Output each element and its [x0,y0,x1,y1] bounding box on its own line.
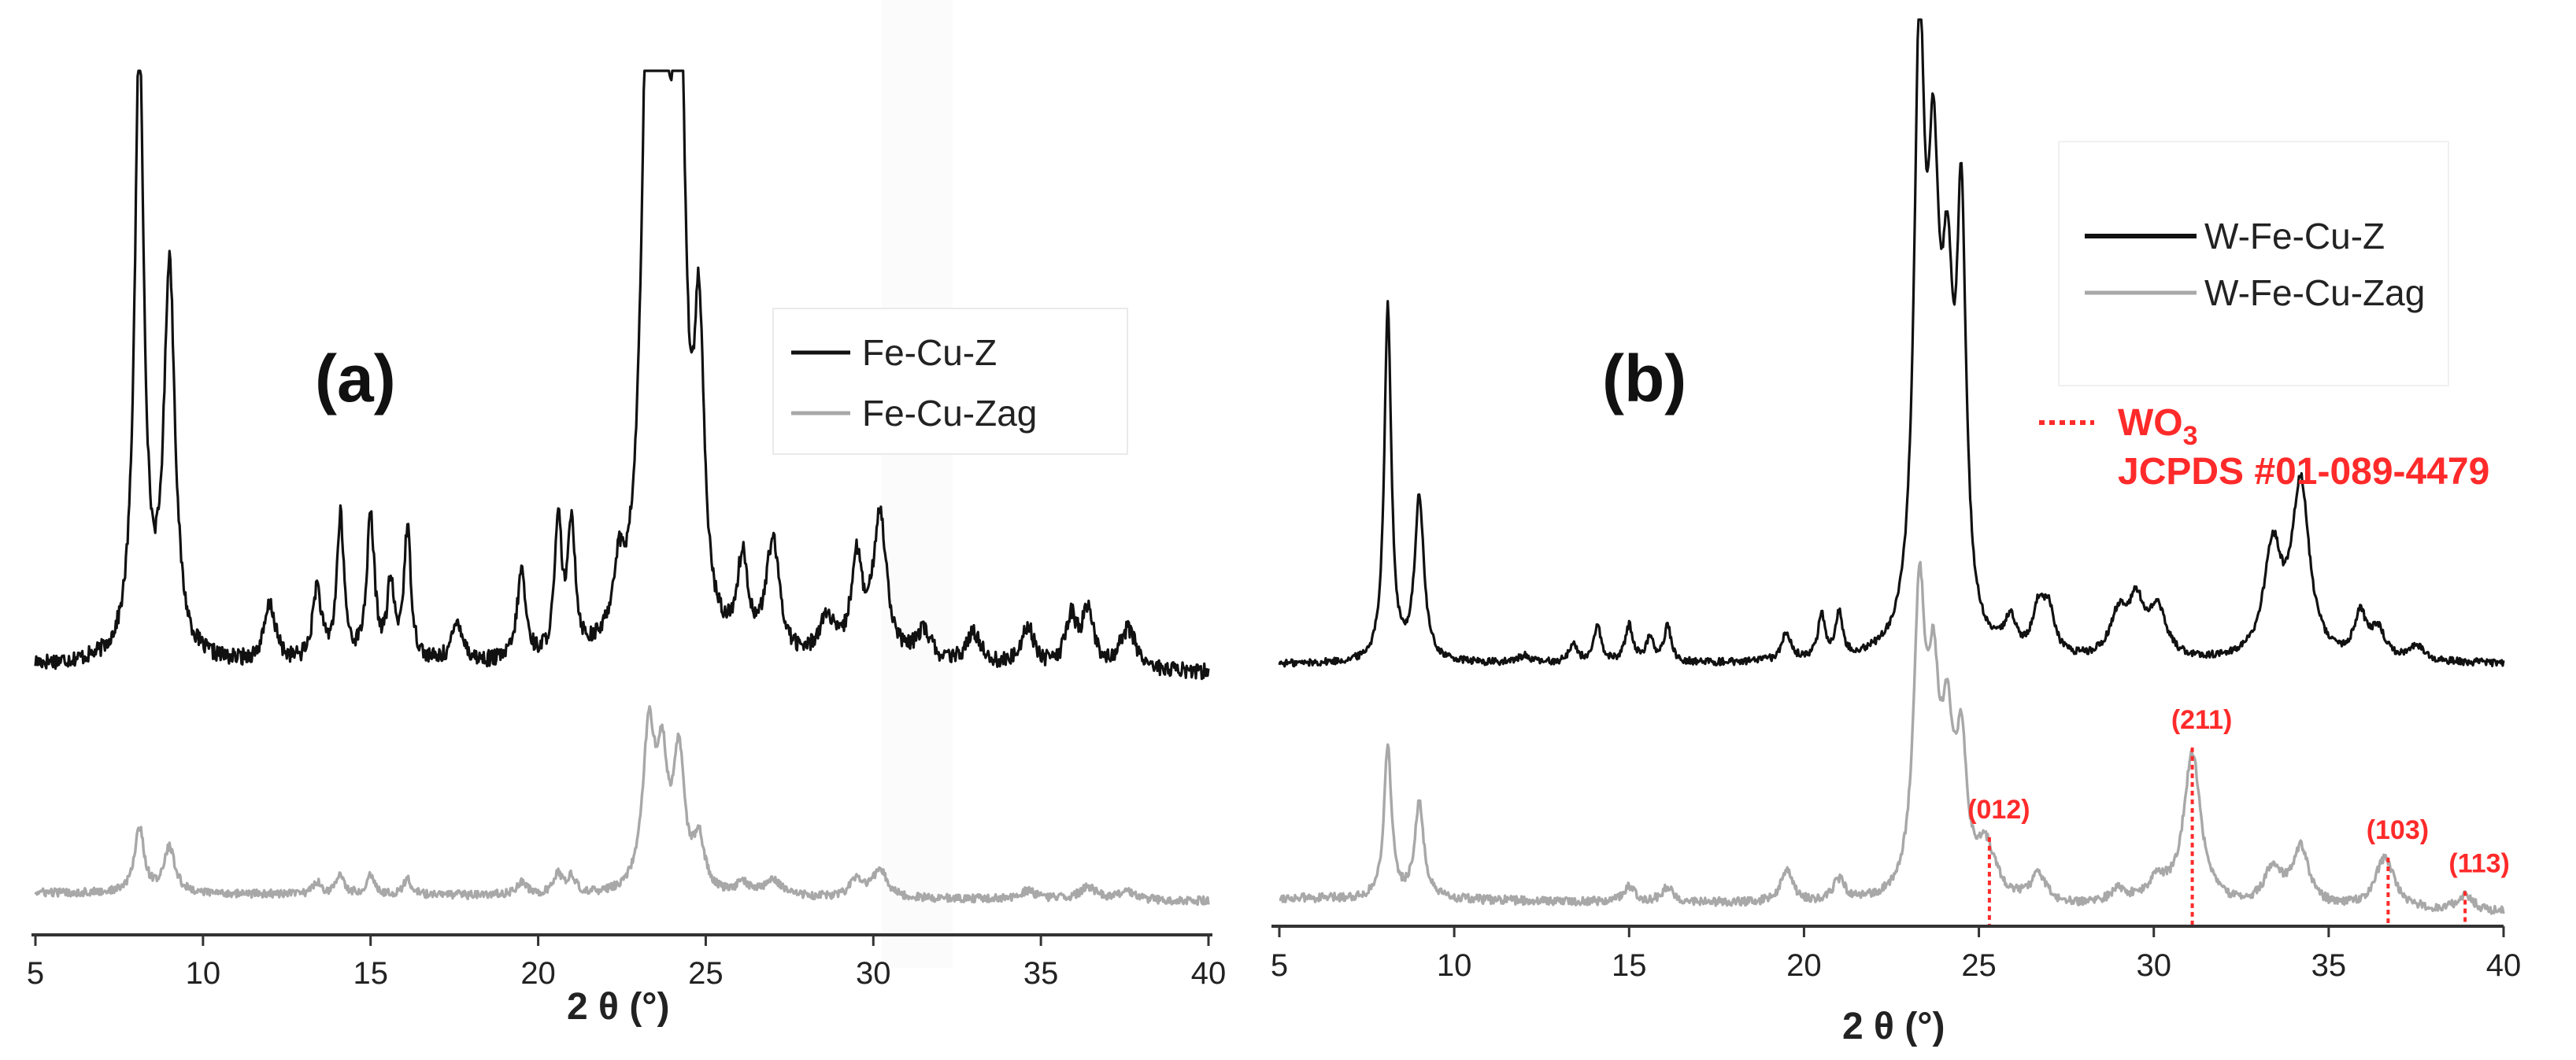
wo3-reference-legend: WO3 JCPDS #01-089-4479 [2039,402,2489,493]
series-line-w-fe-cu-z [1278,18,2505,668]
panel-a-chart: (a) 5 10 15 20 25 30 35 40 2 θ (°) Fe-Cu-Z Fe-C… [27,0,1226,1028]
panel-b-chart: (b) (012) (211) (103) (113) 5 10 15 20 25 30 35 40… [1271,18,2522,1047]
x-tick-label: 30 [856,956,891,991]
hkl-label: (113) [2448,849,2510,879]
legend-label-fe-cu-zag: Fe-Cu-Zag [862,393,1037,434]
hkl-label: (012) [1967,795,2030,825]
x-tick-label: 10 [1437,948,1472,983]
x-tick-label: 25 [688,956,724,991]
panel-b-x-axis-title: 2 θ (°) [1842,1006,1945,1047]
x-tick-label: 10 [186,956,221,991]
x-tick-label: 40 [1191,956,1227,991]
x-tick-label: 25 [1961,948,1997,983]
series-line-fe-cu-zag [34,705,1210,907]
series-line-fe-cu-z [34,69,1210,681]
panel-a-legend: Fe-Cu-Z Fe-Cu-Zag [772,308,1128,455]
legend-label-w-fe-cu-z: W-Fe-Cu-Z [2204,216,2385,257]
x-tick-label: 20 [520,956,556,991]
panel-a-x-axis-title: 2 θ (°) [567,986,669,1028]
hkl-label: (103) [2367,815,2429,845]
x-tick-label: 15 [1612,948,1647,983]
wo3-jcpds-label: JCPDS #01-089-4479 [2118,451,2489,493]
panel-a-label: (a) [315,342,396,416]
x-tick-label: 20 [1786,948,1822,983]
panel-b-label: (b) [1602,342,1686,416]
x-tick-label: 15 [353,956,388,991]
x-tick-label: 5 [1271,948,1288,983]
legend-label-fe-cu-z: Fe-Cu-Z [862,332,997,373]
x-tick-label: 40 [2486,948,2522,983]
panel-b-legend: W-Fe-Cu-Z W-Fe-Cu-Zag [2058,141,2449,386]
x-tick-label: 5 [27,956,44,991]
x-tick-label: 35 [1023,956,1059,991]
legend-label-w-fe-cu-zag: W-Fe-Cu-Zag [2204,272,2425,313]
hkl-label: (211) [2171,705,2233,735]
x-tick-label: 35 [2311,948,2347,983]
wo3-label: WO3 [2118,402,2198,451]
x-tick-label: 30 [2136,948,2171,983]
series-line-w-fe-cu-zag [1279,560,2505,915]
